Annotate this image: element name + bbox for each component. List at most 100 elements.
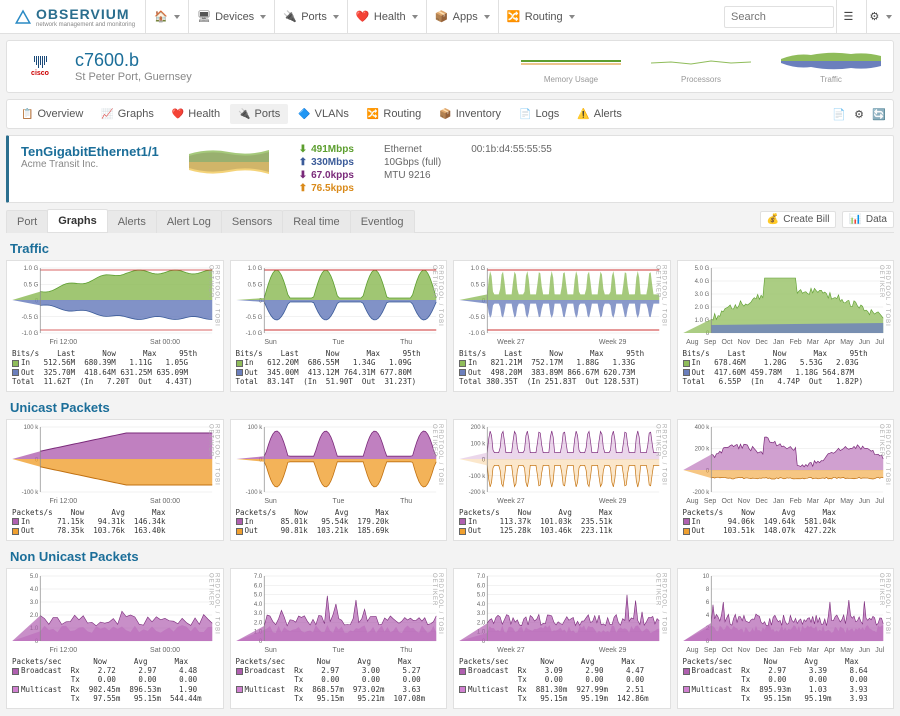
search-input[interactable] [724, 6, 834, 28]
subtab-overview[interactable]: 📋Overview [13, 104, 91, 124]
tool-icon[interactable]: 📄 [831, 106, 847, 122]
chart-xlabels: Fri 12:00Sat 00:00 [9, 338, 221, 347]
watermark: RRDTOOL / TOBI OETIKER [431, 265, 443, 338]
subtab-alerts[interactable]: ⚠️Alerts [569, 104, 630, 124]
svg-text:-100 k: -100 k [469, 473, 487, 479]
brand-tagline: network management and monitoring [36, 22, 135, 28]
svg-text:6.0: 6.0 [477, 583, 486, 589]
nav-apps[interactable]: 📦Apps [426, 0, 498, 34]
watermark: RRDTOOL / TOBI OETIKER [878, 573, 890, 646]
list-icon-button[interactable]: ☰ [836, 0, 864, 34]
port-tab-port[interactable]: Port [6, 210, 48, 233]
header-spark-processors[interactable]: Processors [651, 49, 751, 84]
port-tab-real-time[interactable]: Real time [282, 210, 350, 233]
svg-text:6.0: 6.0 [253, 583, 262, 589]
svg-text:100 k: 100 k [24, 425, 40, 431]
chart-stats: Packets/s Now Avg Max In 113.37k 101.03k… [456, 506, 668, 538]
chart-canvas[interactable]: 100 k0-100 k [233, 422, 445, 497]
svg-text:-200 k: -200 k [692, 490, 710, 496]
watermark: RRDTOOL / TOBI OETIKER [208, 424, 220, 497]
vlans-icon: 🔷 [298, 109, 310, 120]
chart-canvas[interactable]: 7.06.05.04.03.02.01.00 [233, 571, 445, 646]
nav-devices[interactable]: 🖥Devices [188, 0, 274, 34]
svg-text:-0.5 G: -0.5 G [22, 315, 39, 321]
chart-canvas[interactable]: 100 k0-100 k [9, 422, 221, 497]
chart-canvas[interactable]: 1.0 G0.5 G0-0.5 G-1.0 G [9, 263, 221, 338]
ports-icon: 🔌 [238, 109, 250, 120]
subtab-ports[interactable]: 🔌Ports [230, 104, 288, 124]
chart-canvas[interactable]: 1.0 G0.5 G0-0.5 G-1.0 G [456, 263, 668, 338]
port-tab-alerts[interactable]: Alerts [107, 210, 157, 233]
svg-text:400 k: 400 k [694, 425, 710, 431]
chart-canvas[interactable]: 7.06.05.04.03.02.01.00 [456, 571, 668, 646]
svg-text:-0.5 G: -0.5 G [469, 315, 486, 321]
chart-panel: 100 k0-100 k RRDTOOL / TOBI OETIKER SunT… [230, 419, 448, 541]
chart-panel: 7.06.05.04.03.02.01.00 RRDTOOL / TOBI OE… [230, 568, 448, 709]
chart-canvas[interactable]: 5.0 G4.0 G3.0 G2.0 G1.0 G0 [680, 263, 892, 338]
chart-canvas[interactable]: 400 k200 k0-200 k [680, 422, 892, 497]
svg-text:0.5 G: 0.5 G [247, 282, 262, 288]
chart-xlabels: Fri 12:00Sat 00:00 [9, 646, 221, 655]
chart-stats: Bits/s Last Now Max 95th In 512.56M 680.… [9, 347, 221, 389]
svg-text:5.0 G: 5.0 G [694, 266, 709, 272]
chart-stats: Packets/sec Now Avg Max Broadcast Rx 2.9… [233, 655, 445, 706]
gear-icon-button[interactable]: ⚙ [866, 0, 894, 34]
header-spark-memory-usage[interactable]: Memory Usage [521, 49, 621, 84]
chart-panel: 100 k0-100 k RRDTOOL / TOBI OETIKER Fri … [6, 419, 224, 541]
health-icon: ❤️ [172, 109, 184, 120]
section-unicast: Unicast Packets 100 k0-100 k RRDTOOL / T… [6, 400, 894, 541]
subtab-logs[interactable]: 📄Logs [511, 104, 567, 124]
watermark: RRDTOOL / TOBI OETIKER [208, 265, 220, 338]
watermark: RRDTOOL / TOBI OETIKER [655, 265, 667, 338]
svg-text:10: 10 [702, 574, 709, 580]
svg-text:4.0 G: 4.0 G [694, 279, 709, 285]
svg-text:0.5 G: 0.5 G [24, 282, 39, 288]
svg-text:-1.0 G: -1.0 G [22, 331, 39, 337]
header-spark-traffic[interactable]: Traffic [781, 49, 881, 84]
section-title: Unicast Packets [10, 400, 894, 415]
nav-home[interactable]: 🏠 [145, 0, 188, 34]
port-info-panel: TenGigabitEthernet1/1 Acme Transit Inc. … [6, 135, 894, 203]
port-tab-eventlog[interactable]: Eventlog [350, 210, 415, 233]
chart-canvas[interactable]: 1.0 G0.5 G0-0.5 G-1.0 G [233, 263, 445, 338]
subtab-inventory[interactable]: 📦Inventory [431, 104, 509, 124]
routing-icon: 🔀 [507, 10, 521, 24]
chart-xlabels: Week 27Week 29 [456, 338, 668, 347]
port-name[interactable]: TenGigabitEthernet1/1 [21, 144, 159, 159]
ports-icon: 🔌 [283, 10, 297, 24]
chart-canvas[interactable]: 1086420 [680, 571, 892, 646]
nav-ports[interactable]: 🔌Ports [274, 0, 347, 34]
port-tab-sensors[interactable]: Sensors [221, 210, 283, 233]
alerts-icon: ⚠️ [577, 109, 589, 120]
chart-panel: 1.0 G0.5 G0-0.5 G-1.0 G RRDTOOL / TOBI O… [230, 260, 448, 392]
subtab-vlans[interactable]: 🔷VLANs [290, 104, 357, 124]
brand-name: OBSERVIUM [36, 6, 130, 22]
subtab-routing[interactable]: 🔀Routing [359, 104, 429, 124]
chart-panel: 5.04.03.02.01.00 RRDTOOL / TOBI OETIKER … [6, 568, 224, 709]
nav-health[interactable]: ❤️Health [347, 0, 426, 34]
chart-canvas[interactable]: 200 k100 k0-100 k-200 k [456, 422, 668, 497]
device-header: cisco c7600.b St Peter Port, Guernsey Me… [6, 40, 894, 93]
chart-canvas[interactable]: 5.04.03.02.01.00 [9, 571, 221, 646]
nav-routing[interactable]: 🔀Routing [498, 0, 583, 34]
chart-panel: 7.06.05.04.03.02.01.00 RRDTOOL / TOBI OE… [453, 568, 671, 709]
device-location: St Peter Port, Guernsey [75, 71, 192, 83]
watermark: RRDTOOL / TOBI OETIKER [655, 424, 667, 497]
create-bill-button[interactable]: 💰Create Bill [760, 211, 837, 228]
chart-stats: Packets/sec Now Avg Max Broadcast Rx 3.0… [456, 655, 668, 706]
port-speed: 10Gbps (full) [384, 157, 441, 168]
health-icon: ❤️ [356, 10, 370, 24]
port-mtu: MTU 9216 [384, 170, 441, 181]
subtab-graphs[interactable]: 📈Graphs [93, 104, 162, 124]
svg-text:4.0: 4.0 [253, 601, 262, 607]
brand-logo[interactable]: OBSERVIUM network management and monitor… [6, 6, 143, 28]
svg-text:4.0: 4.0 [30, 587, 39, 593]
settings-icon[interactable]: ⚙ [851, 106, 867, 122]
port-tab-graphs[interactable]: Graphs [47, 209, 108, 232]
device-name[interactable]: c7600.b [75, 50, 192, 71]
chart-stats: Packets/s Now Avg Max In 94.06k 149.64k … [680, 506, 892, 538]
data-button[interactable]: 📊Data [842, 211, 894, 228]
subtab-health[interactable]: ❤️Health [164, 104, 228, 124]
port-tab-alert-log[interactable]: Alert Log [156, 210, 222, 233]
refresh-icon[interactable]: 🔄 [871, 106, 887, 122]
